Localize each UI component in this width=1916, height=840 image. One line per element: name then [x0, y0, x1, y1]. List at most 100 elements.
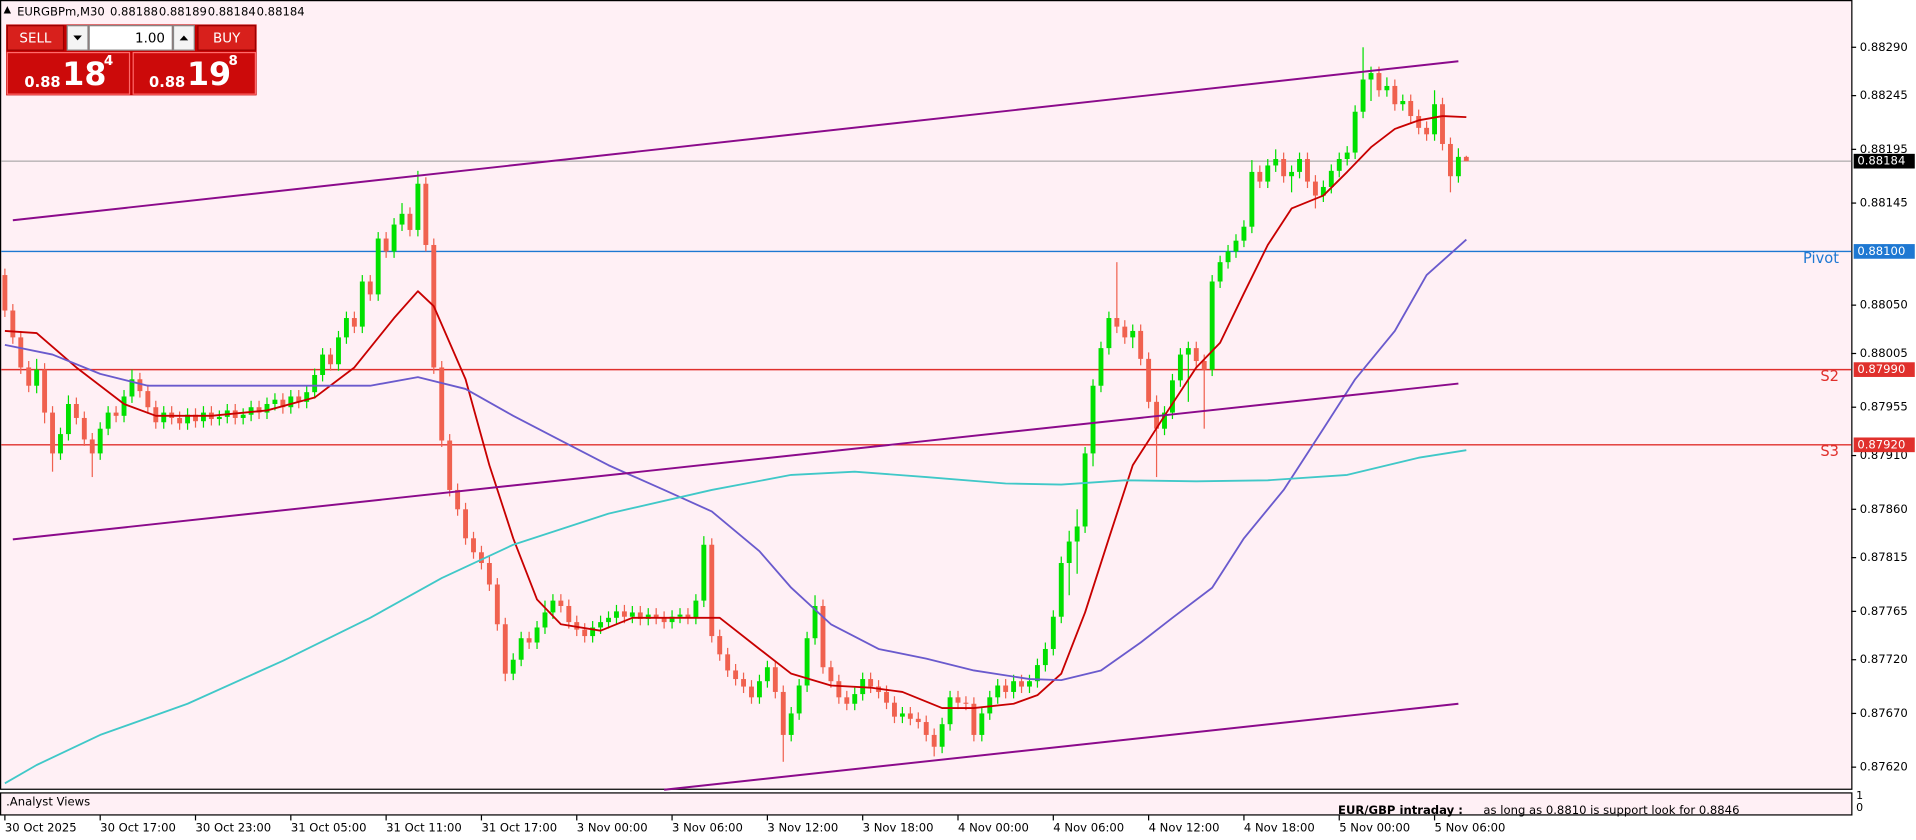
candle-body — [629, 612, 635, 617]
x-tick-label: 31 Oct 11:00 — [386, 820, 462, 834]
candle-body — [272, 399, 278, 404]
trend-channel — [12, 382, 1459, 541]
candle-body — [606, 617, 611, 623]
up-arrow[interactable] — [179, 35, 189, 41]
candle-body — [1455, 156, 1461, 177]
collapse-icon[interactable] — [3, 6, 11, 14]
candle-body — [1447, 143, 1453, 177]
y-tick-label: 0.88005 — [1860, 346, 1908, 360]
candle-body — [526, 638, 532, 643]
indicator-title: .Analyst Views — [6, 795, 90, 809]
candle-body — [97, 428, 103, 454]
ask-box[interactable] — [132, 51, 256, 95]
candle-body — [121, 396, 127, 416]
symbol: EURGBPm,M30 — [17, 5, 105, 19]
candle-body — [582, 629, 588, 637]
candle-body — [1042, 648, 1048, 666]
candle-body — [375, 238, 381, 295]
candle-body — [939, 724, 945, 747]
levels-layer: Pivot S2 S3 — [1, 160, 1852, 460]
level-tag — [1853, 362, 1915, 377]
level-tag — [1853, 437, 1915, 453]
candle-body — [637, 612, 643, 619]
buy-label[interactable]: BUY — [213, 32, 241, 47]
candle-body — [1003, 685, 1009, 692]
candle-body — [820, 605, 826, 668]
candle-body — [645, 614, 651, 619]
trend-channel — [12, 60, 1459, 222]
candle-body — [1376, 73, 1382, 91]
candle-body — [566, 605, 572, 623]
candle-body — [1305, 159, 1310, 182]
candle-body — [153, 407, 159, 423]
candle-body — [351, 318, 357, 327]
candle-body — [320, 354, 326, 375]
candle-body — [1432, 104, 1437, 135]
candle-body — [963, 702, 969, 704]
candle-body — [709, 544, 715, 637]
candle-body — [34, 369, 40, 386]
candle-body — [1011, 681, 1017, 692]
moving-average — [4, 115, 1467, 709]
candle-body — [1233, 240, 1239, 252]
candle-body — [1249, 171, 1255, 227]
candle-body — [280, 399, 286, 408]
candle-body — [812, 605, 818, 639]
candle-body — [1019, 681, 1024, 687]
candle-body — [240, 414, 246, 418]
candle-body — [979, 713, 985, 735]
candle-body — [1122, 326, 1128, 338]
candle-body — [1360, 79, 1366, 112]
candle-body — [65, 403, 71, 435]
ask-big: 0.88 — [149, 74, 185, 91]
candle-body — [693, 600, 699, 618]
x-tick-label: 4 Nov 06:00 — [1053, 820, 1124, 834]
candle-body — [479, 552, 484, 564]
candle-body — [1098, 348, 1104, 386]
candle-body — [804, 638, 810, 686]
candle-body — [264, 403, 270, 413]
candle-body — [542, 612, 548, 628]
candle-body — [590, 627, 596, 637]
bid-box[interactable] — [6, 51, 131, 95]
level-tag-label: 0.87990 — [1857, 362, 1905, 376]
candle-body — [415, 183, 421, 230]
y-tick-label: 0.87815 — [1860, 550, 1908, 564]
quote-open: 0.88188 — [110, 5, 158, 19]
level-name: S2 — [1820, 368, 1839, 385]
candle-body — [653, 614, 659, 618]
candle-body — [26, 367, 32, 386]
candle-body — [598, 622, 604, 628]
candle-body — [1328, 170, 1334, 187]
candle-body — [534, 627, 540, 643]
candle-body — [621, 611, 627, 617]
sell-label[interactable]: SELL — [19, 32, 51, 47]
candle-body — [1392, 85, 1398, 105]
trend-channel — [664, 702, 1459, 791]
sell-button[interactable] — [6, 25, 65, 51]
candle-body — [1162, 412, 1167, 429]
candle-body — [899, 713, 905, 717]
down-arrow[interactable] — [73, 35, 82, 41]
candle-body — [717, 636, 723, 655]
buy-button[interactable] — [197, 25, 256, 51]
candle-body — [73, 403, 79, 418]
candle-body — [923, 722, 929, 735]
candle-body — [248, 407, 254, 415]
y-tick-label: 0.87955 — [1860, 400, 1908, 414]
candle-body — [1209, 281, 1215, 370]
candle-body — [1312, 181, 1318, 196]
candle-body — [1090, 385, 1096, 454]
current-price-tag — [1853, 153, 1915, 169]
candle-body — [391, 224, 397, 252]
volume-field[interactable] — [88, 25, 173, 51]
candle-body — [1320, 186, 1326, 196]
y-tick-label: 0.87720 — [1860, 652, 1908, 666]
volume-value[interactable]: 1.00 — [135, 32, 165, 47]
candle-body — [574, 622, 580, 630]
candle-body — [836, 681, 842, 698]
candle-body — [105, 412, 111, 429]
bid-big: 0.88 — [24, 74, 60, 91]
x-tick-label: 5 Nov 06:00 — [1435, 820, 1506, 834]
candle-body — [1408, 100, 1414, 117]
